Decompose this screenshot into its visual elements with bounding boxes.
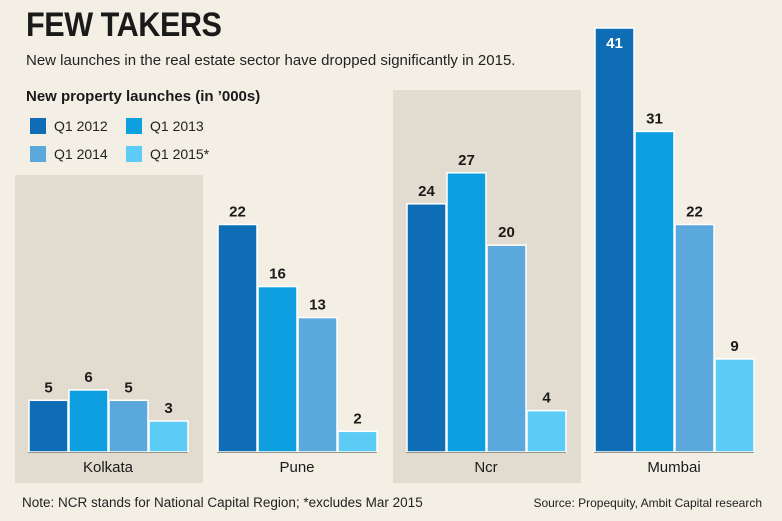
legend-item: Q1 2012 bbox=[30, 118, 108, 134]
data-label: 13 bbox=[309, 297, 326, 314]
bar bbox=[217, 223, 258, 453]
data-label: 24 bbox=[418, 183, 435, 200]
legend-swatch bbox=[126, 146, 142, 162]
legend-swatch bbox=[126, 118, 142, 134]
bar bbox=[108, 399, 149, 453]
bar bbox=[594, 27, 635, 453]
bar bbox=[297, 316, 338, 453]
legend-item: Q1 2013 bbox=[126, 118, 204, 134]
bar bbox=[526, 409, 567, 453]
legend-label: Q1 2012 bbox=[54, 118, 108, 134]
data-label: 5 bbox=[44, 379, 52, 396]
chart-subtitle: New launches in the real estate sector h… bbox=[26, 52, 516, 69]
data-label: 31 bbox=[646, 110, 663, 127]
source-credit: Source: Propequity, Ambit Capital resear… bbox=[533, 496, 762, 510]
chart-title: FEW TAKERS bbox=[26, 6, 222, 44]
category-label: Pune bbox=[279, 459, 314, 476]
data-label: 4 bbox=[542, 390, 551, 407]
category-label: Kolkata bbox=[83, 459, 134, 476]
category-label: Mumbai bbox=[647, 459, 700, 476]
bar bbox=[337, 430, 378, 453]
legend-item: Q1 2014 bbox=[30, 146, 108, 162]
category-label: Ncr bbox=[474, 459, 497, 476]
data-label: 6 bbox=[84, 369, 92, 386]
data-label: 3 bbox=[164, 400, 172, 417]
legend-swatch bbox=[30, 146, 46, 162]
bar bbox=[674, 223, 715, 453]
legend-label: Q1 2013 bbox=[150, 118, 204, 134]
footnote: Note: NCR stands for National Capital Re… bbox=[22, 495, 423, 510]
bar bbox=[68, 389, 109, 453]
data-label: 27 bbox=[458, 152, 475, 169]
legend: Q1 2012 Q1 2013 Q1 2014 Q1 2015* bbox=[30, 118, 230, 172]
data-label: 16 bbox=[269, 266, 286, 283]
legend-item: Q1 2015* bbox=[126, 146, 209, 162]
bar bbox=[446, 172, 487, 453]
data-label: 20 bbox=[498, 224, 515, 241]
bar bbox=[406, 203, 447, 453]
data-label: 22 bbox=[229, 203, 246, 220]
legend-swatch bbox=[30, 118, 46, 134]
unit-label: New property launches (in ’000s) bbox=[26, 88, 261, 105]
bar bbox=[257, 285, 298, 453]
legend-label: Q1 2015* bbox=[150, 146, 210, 162]
bar bbox=[28, 399, 69, 453]
bar bbox=[148, 420, 189, 453]
data-label: 41 bbox=[606, 35, 623, 52]
bar bbox=[714, 358, 755, 453]
data-label: 5 bbox=[124, 379, 132, 396]
data-label: 22 bbox=[686, 203, 703, 220]
data-label: 9 bbox=[730, 338, 738, 355]
data-label: 2 bbox=[353, 410, 361, 427]
legend-label: Q1 2014 bbox=[54, 146, 108, 162]
bar bbox=[486, 244, 527, 453]
bar bbox=[634, 130, 675, 453]
